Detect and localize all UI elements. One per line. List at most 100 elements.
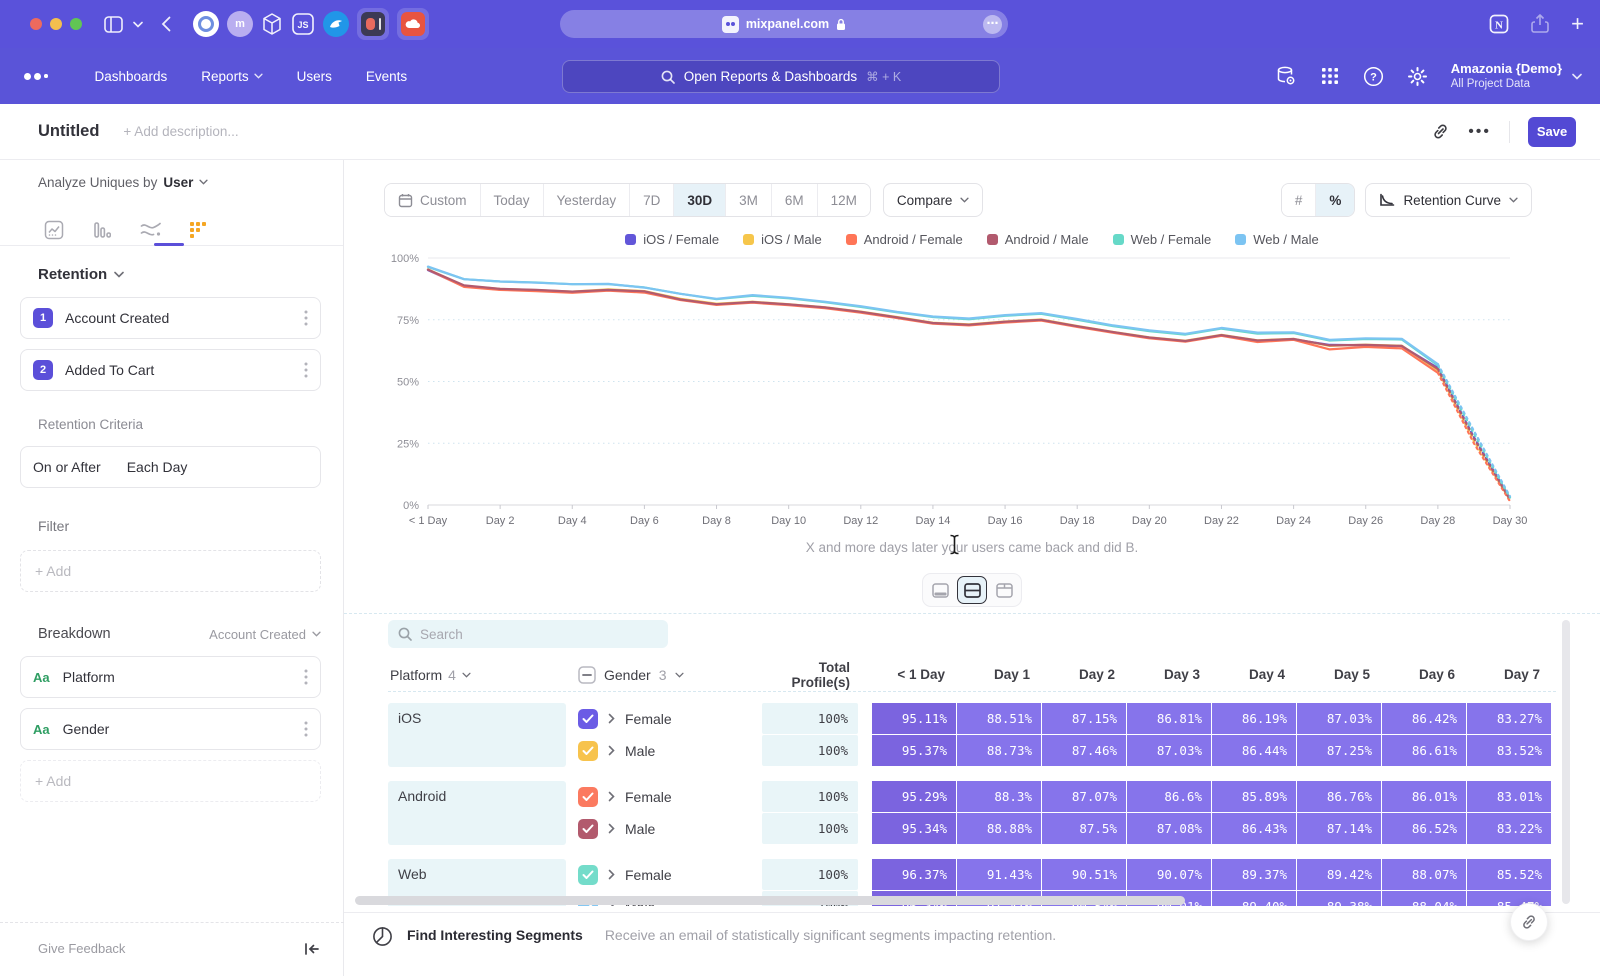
range-7d[interactable]: 7D — [629, 184, 674, 216]
cube-extension-icon[interactable] — [261, 12, 283, 36]
layout-table-only-button[interactable] — [989, 576, 1019, 604]
retention-cell-day-1[interactable]: 88.3% — [957, 781, 1041, 812]
segment-checkbox[interactable] — [578, 864, 598, 885]
share-icon[interactable] — [1531, 14, 1549, 34]
sidebar-toggle-icon[interactable] — [104, 15, 123, 33]
bird-extension-icon[interactable] — [323, 11, 349, 37]
retention-cell-day-5[interactable]: 87.14% — [1297, 813, 1381, 844]
m-extension-icon[interactable]: m — [227, 11, 253, 37]
retention-criteria-card[interactable]: On or After Each Day — [20, 446, 321, 488]
data-management-icon[interactable] — [1275, 65, 1297, 87]
retention-cell-day-2[interactable]: 90.51% — [1042, 859, 1126, 890]
retention-cell-day-3[interactable]: 86.81% — [1127, 703, 1211, 734]
segment-checkbox[interactable] — [578, 708, 598, 729]
retention-cell-day-7[interactable]: 83.01% — [1467, 781, 1551, 812]
day-header-2[interactable]: Day 2 — [1078, 667, 1115, 682]
nav-link-events[interactable]: Events — [365, 68, 408, 84]
retention-cell-day-4[interactable]: 85.89% — [1212, 781, 1296, 812]
day-header-6[interactable]: Day 6 — [1418, 667, 1455, 682]
day-header-5[interactable]: Day 5 — [1333, 667, 1370, 682]
criteria-on-or-after[interactable]: On or After — [33, 459, 101, 475]
range-yesterday[interactable]: Yesterday — [542, 184, 630, 216]
retention-cell-day-0[interactable]: 95.11% — [872, 703, 956, 734]
range-12m[interactable]: 12M — [816, 184, 870, 216]
range-3m[interactable]: 3M — [725, 184, 771, 216]
retention-cell-day-1[interactable]: 88.51% — [957, 703, 1041, 734]
js-extension-icon[interactable]: JS — [291, 12, 315, 36]
compare-button[interactable]: Compare — [882, 183, 984, 217]
table-search[interactable] — [388, 620, 668, 648]
help-icon[interactable]: ? — [1363, 66, 1384, 87]
day-header-3[interactable]: Day 3 — [1163, 667, 1200, 682]
kebab-menu-icon[interactable] — [304, 362, 308, 378]
segment-checkbox[interactable] — [578, 740, 598, 761]
retention-cell-day-4[interactable]: 89.40% — [1212, 891, 1296, 906]
day-header-0[interactable]: < 1 Day — [897, 667, 945, 682]
range-today[interactable]: Today — [479, 184, 543, 216]
legend-item-0[interactable]: iOS / Female — [625, 232, 719, 247]
expand-chevron-icon[interactable] — [608, 869, 615, 880]
legend-item-2[interactable]: Android / Female — [845, 232, 963, 247]
legend-item-5[interactable]: Web / Male — [1235, 232, 1319, 247]
range-custom[interactable]: Custom — [385, 184, 480, 216]
retention-cell-day-0[interactable]: 95.34% — [872, 813, 956, 844]
retention-cell-day-4[interactable]: 89.37% — [1212, 859, 1296, 890]
nav-link-reports[interactable]: Reports — [201, 69, 263, 84]
expand-chevron-icon[interactable] — [608, 713, 615, 724]
back-icon[interactable] — [161, 16, 171, 32]
retention-cell-day-0[interactable]: 95.29% — [872, 781, 956, 812]
maximize-window-button[interactable] — [70, 18, 82, 30]
collapse-sidebar-icon[interactable] — [304, 942, 320, 956]
retention-step-2[interactable]: 2 Added To Cart — [20, 349, 321, 391]
settings-gear-icon[interactable] — [1407, 66, 1428, 87]
layout-chart-only-button[interactable] — [925, 576, 955, 604]
retention-cell-day-2[interactable]: 87.07% — [1042, 781, 1126, 812]
platform-column-header[interactable]: Platform 4 — [388, 667, 578, 683]
retention-cell-day-6[interactable]: 88.04% — [1382, 891, 1466, 906]
unit-percent[interactable]: % — [1315, 184, 1355, 216]
chart-type-dropdown[interactable]: Retention Curve — [1365, 183, 1532, 217]
tab-flows-icon[interactable] — [138, 215, 162, 245]
minimize-window-button[interactable] — [50, 18, 62, 30]
retention-cell-day-7[interactable]: 83.52% — [1467, 735, 1551, 766]
legend-item-3[interactable]: Android / Male — [986, 232, 1089, 247]
close-window-button[interactable] — [30, 18, 42, 30]
notion-icon[interactable]: N — [1489, 14, 1509, 34]
tab-bar-chart-icon[interactable] — [90, 215, 114, 245]
nav-link-users[interactable]: Users — [296, 68, 332, 84]
find-segments-title[interactable]: Find Interesting Segments — [407, 927, 583, 943]
address-bar[interactable]: mixpanel.com ⋯ — [560, 10, 1008, 38]
indeterminate-checkbox[interactable] — [578, 665, 596, 684]
reader-extension-icon[interactable] — [357, 8, 389, 40]
global-search[interactable]: Open Reports & Dashboards ⌘ + K — [562, 60, 1000, 93]
retention-cell-day-1[interactable]: 88.73% — [957, 735, 1041, 766]
share-link-fab[interactable] — [1510, 903, 1548, 941]
retention-cell-day-4[interactable]: 86.43% — [1212, 813, 1296, 844]
day-header-4[interactable]: Day 4 — [1248, 667, 1285, 682]
copy-link-icon[interactable] — [1431, 122, 1450, 141]
retention-cell-day-7[interactable]: 85.47% — [1467, 891, 1551, 906]
breakdown-add-button[interactable]: + Add — [20, 760, 321, 802]
retention-cell-day-3[interactable]: 90.07% — [1127, 859, 1211, 890]
retention-cell-day-4[interactable]: 86.19% — [1212, 703, 1296, 734]
legend-item-1[interactable]: iOS / Male — [743, 232, 822, 247]
save-button[interactable]: Save — [1528, 116, 1576, 147]
breakdown-platform[interactable]: Aa Platform — [20, 656, 321, 698]
project-switcher[interactable]: Amazonia {Demo} All Project Data — [1451, 61, 1582, 92]
segment-checkbox[interactable] — [578, 818, 598, 839]
retention-cell-day-0[interactable]: 96.37% — [872, 859, 956, 890]
expand-chevron-icon[interactable] — [608, 823, 615, 834]
criteria-each-day[interactable]: Each Day — [126, 459, 188, 475]
horizontal-scrollbar[interactable] — [355, 896, 1185, 905]
segment-checkbox[interactable] — [578, 786, 598, 807]
retention-cell-day-0[interactable]: 95.37% — [872, 735, 956, 766]
retention-cell-day-6[interactable]: 86.52% — [1382, 813, 1466, 844]
retention-section-label[interactable]: Retention — [38, 266, 108, 283]
cloud-extension-icon[interactable] — [397, 8, 429, 40]
kebab-menu-icon[interactable] — [304, 669, 308, 685]
retention-cell-day-2[interactable]: 87.15% — [1042, 703, 1126, 734]
table-search-input[interactable] — [420, 626, 640, 642]
range-30d[interactable]: 30D — [673, 184, 726, 216]
analyze-value[interactable]: User — [163, 174, 194, 190]
layout-split-button[interactable] — [957, 576, 987, 604]
